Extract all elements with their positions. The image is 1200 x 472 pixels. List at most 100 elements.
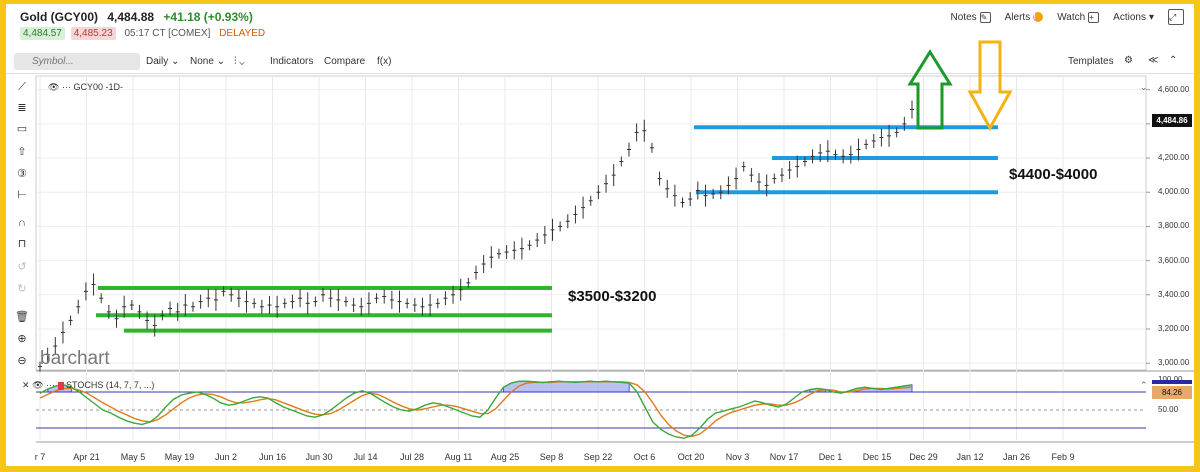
chevron-down-icon: ⌄ xyxy=(239,56,245,67)
page-title: Gold (GCY00) 4,484.88 +41.18 (+0.93%) xyxy=(20,10,253,24)
arrow-up-tool-icon[interactable]: ⇧ xyxy=(17,146,27,158)
gear-icon[interactable]: ⚙ xyxy=(1124,55,1133,66)
symbol-input[interactable] xyxy=(14,53,140,70)
x-tick-label: Jan 26 xyxy=(1002,452,1031,462)
x-tick-label: r 7 xyxy=(34,452,46,462)
interval-label: Daily xyxy=(146,56,169,67)
trash-icon[interactable]: 🗑 xyxy=(15,311,29,323)
main-panel-border xyxy=(35,75,1147,371)
x-tick-label: Apr 21 xyxy=(73,452,100,462)
quote-time: 05:17 CT [COMEX] xyxy=(124,28,211,39)
magnet-icon[interactable]: ∩ xyxy=(18,217,26,229)
stoch-legend: ✕ 👁 ··· STOCHS (14, 7, 7, ...) xyxy=(22,380,155,390)
symbol-title: Gold (GCY00) xyxy=(20,10,99,24)
fx-button[interactable]: f(x) xyxy=(377,56,392,67)
x-tick-label: Feb 9 xyxy=(1051,452,1075,462)
stoch-legend-label: STOCHS (14, 7, 7, ...) xyxy=(66,380,155,390)
alert-flag-icon xyxy=(57,381,64,390)
chevron-down-icon: ⌄ xyxy=(171,56,180,67)
rectangle-icon[interactable]: ▭ xyxy=(16,123,28,135)
notes-button[interactable]: Notes ✎ xyxy=(950,11,991,23)
trendline-icon[interactable]: ⟋ xyxy=(18,81,26,93)
eye-icon[interactable]: 👁 xyxy=(32,380,44,390)
close-icon[interactable]: ✕ xyxy=(22,380,30,390)
measure-icon[interactable]: ⊢ xyxy=(17,189,27,201)
direction-arrows xyxy=(907,40,1013,132)
lock-icon[interactable]: ⊓ xyxy=(17,238,27,250)
stoch-k-line xyxy=(39,380,913,439)
zoom-out-icon[interactable]: ⊖ xyxy=(17,355,27,367)
zoom-in-icon[interactable]: ⊕ xyxy=(17,333,27,345)
x-tick-label: May 19 xyxy=(164,452,195,462)
chevron-up-icon[interactable]: ⌃ xyxy=(1140,380,1148,390)
chart-window: Gold (GCY00) 4,484.88 +41.18 (+0.93%) 4,… xyxy=(6,4,1194,466)
y-tick-label: 4,000.00 xyxy=(1158,187,1190,197)
templates-button[interactable]: Templates xyxy=(1068,56,1114,67)
header-actions: Notes ✎ Alerts! Watch + Actions ▾ ⤢ xyxy=(951,9,1184,25)
compare-button[interactable]: Compare xyxy=(324,56,366,67)
watch-button[interactable]: Watch + xyxy=(1057,11,1100,23)
x-tick-label: Jun 2 xyxy=(214,452,238,462)
redo-icon[interactable]: ↻ xyxy=(17,283,27,295)
ask-price: 4,485.23 xyxy=(70,27,116,40)
expand-icon[interactable]: ⤢ xyxy=(1168,9,1184,25)
caret-down-icon: ▾ xyxy=(1148,11,1154,23)
quote-header: Gold (GCY00) 4,484.88 +41.18 (+0.93%) 4,… xyxy=(6,4,1194,52)
x-tick-label: Oct 20 xyxy=(677,452,705,462)
x-tick-label: Aug 11 xyxy=(444,452,473,462)
watch-label: Watch xyxy=(1057,11,1086,23)
alerts-button[interactable]: Alerts! xyxy=(1005,12,1044,23)
chart-grid xyxy=(35,75,1194,443)
fibonacci-icon[interactable]: ≣ xyxy=(17,102,27,114)
main-legend: 👁 ··· GCY00 -1D- xyxy=(48,82,123,92)
candle-type-dropdown[interactable]: ⫶ ⌄ xyxy=(234,56,245,67)
eye-icon[interactable]: 👁 xyxy=(48,82,60,92)
undo-icon[interactable]: ↺ xyxy=(17,261,27,273)
x-tick-label: Dec 29 xyxy=(909,452,938,462)
collapse-icon[interactable]: ≪ xyxy=(1148,55,1159,66)
stoch-overbought-tag xyxy=(1152,380,1192,384)
y-tick-label: 4,200.00 xyxy=(1158,153,1190,163)
barchart-watermark: barchart xyxy=(40,348,110,369)
bid-price: 4,484.57 xyxy=(20,27,65,40)
drawing-tools: ⟋ ≣ ▭ ⇧ ③ ⊢ ∩ ⊓ ↺ ↻ 🗑 ⊕ ⊖ xyxy=(6,76,36,448)
alerts-label: Alerts xyxy=(1004,11,1031,23)
alert-badge-icon: ! xyxy=(1033,12,1044,22)
support-resistance-lines xyxy=(96,125,998,333)
x-tick-label: Oct 6 xyxy=(633,452,656,462)
edit-icon: ✎ xyxy=(979,11,991,23)
chevron-down-icon: ⌄ xyxy=(216,56,226,67)
stoch-tick-label: 50.00 xyxy=(1158,405,1179,414)
notes-label: Notes xyxy=(950,11,977,23)
price-chart[interactable] xyxy=(6,4,1194,466)
quote-row: 4,484.57 4,485.23 05:17 CT [COMEX] DELAY… xyxy=(20,27,266,40)
series-legend-label: GCY00 -1D- xyxy=(73,82,123,92)
x-tick-label: Jul 28 xyxy=(399,452,425,462)
y-tick-label: 4,600.00 xyxy=(1158,84,1190,94)
add-icon: + xyxy=(1088,11,1100,23)
delayed-badge: DELAYED xyxy=(219,28,266,39)
stoch-value-tag: 84.26 xyxy=(1152,386,1192,399)
x-tick-label: Dec 15 xyxy=(862,452,892,462)
compare-type-dropdown[interactable]: None ⌄ xyxy=(190,56,225,67)
x-tick-label: Jul 14 xyxy=(353,452,378,462)
y-tick-label: 3,600.00 xyxy=(1158,255,1190,265)
price-change: +41.18 (+0.93%) xyxy=(163,10,253,24)
y-tick-label: 3,400.00 xyxy=(1158,289,1190,299)
number-marker-icon[interactable]: ③ xyxy=(17,168,27,180)
x-tick-label: Jun 16 xyxy=(258,452,287,462)
x-tick-label: Sep 22 xyxy=(583,452,613,462)
up-arrow xyxy=(907,49,953,130)
x-tick-label: Aug 25 xyxy=(490,452,520,462)
stoch-tick-label: 100.00 xyxy=(1158,375,1182,384)
x-tick-label: Jun 30 xyxy=(305,452,333,462)
x-tick-label: Nov 17 xyxy=(769,452,799,462)
down-arrow xyxy=(967,40,1013,132)
actions-button[interactable]: Actions ▾ xyxy=(1113,12,1154,23)
indicators-button[interactable]: Indicators xyxy=(270,56,314,67)
interval-dropdown[interactable]: Daily ⌄ xyxy=(146,56,179,67)
candlestick-icon: ⫶ xyxy=(234,56,237,67)
chevron-down-icon[interactable]: ⌄ xyxy=(1140,82,1148,92)
chevron-up-icon[interactable]: ⌃ xyxy=(1169,55,1178,66)
x-tick-label: May 5 xyxy=(120,452,146,462)
